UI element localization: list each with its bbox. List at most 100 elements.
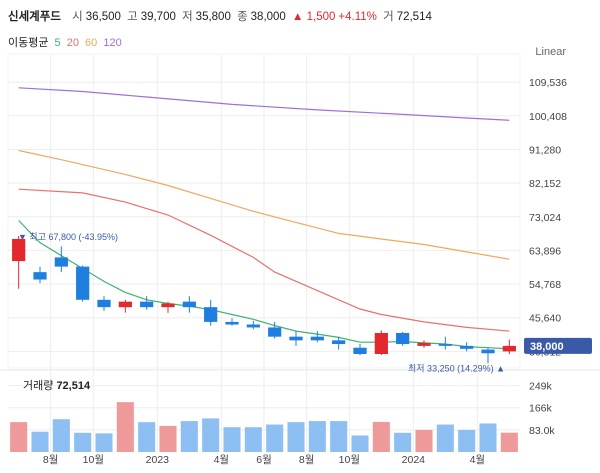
candle <box>161 301 175 313</box>
candle <box>182 296 196 313</box>
x-tick-label: 4월 <box>470 454 486 466</box>
y-tick-label: 109,536 <box>529 77 567 89</box>
candle <box>204 299 218 326</box>
y-tick-label: 54,768 <box>529 279 561 291</box>
volume-bar <box>500 432 518 452</box>
volume-panel-title: 거래량 72,514 <box>23 377 90 393</box>
candle-body <box>481 349 495 354</box>
current-price-badge <box>524 337 592 354</box>
candle-body <box>225 321 239 325</box>
low-value: 35,800 <box>195 11 231 23</box>
candle-body <box>204 307 218 322</box>
volume-bar <box>244 427 262 452</box>
volume-bar <box>180 421 198 452</box>
volume-value: 72,514 <box>396 11 432 23</box>
close-value: 38,000 <box>250 11 286 23</box>
candle-body <box>97 299 111 308</box>
candle-body <box>161 303 175 308</box>
candle <box>396 331 410 346</box>
candle-body <box>460 345 474 349</box>
candle <box>310 331 324 343</box>
candle <box>374 330 388 356</box>
candle <box>481 347 495 364</box>
candle <box>33 266 47 284</box>
x-tick-label: 10월 <box>83 454 104 466</box>
current-price-badge-bg <box>524 337 592 354</box>
volume-bar <box>415 429 433 452</box>
stock-header: 신세계푸드 시 36,500 고 39,700 저 35,800 종 38,000 ▲ … <box>8 8 435 26</box>
high-label: 고 <box>127 11 138 23</box>
ma-legend-120: 120 <box>103 37 122 49</box>
volume-panel-label: 거래량 <box>23 380 54 392</box>
volume-bar <box>159 425 177 452</box>
x-tick-label: 6월 <box>256 454 272 466</box>
volume-bar <box>330 421 348 452</box>
candle-body <box>353 347 367 354</box>
candle-body <box>118 301 132 308</box>
y-tick-label: 45,640 <box>529 313 561 325</box>
low-annotation: 최저 33,250 (14.29%) ▲ <box>408 363 505 373</box>
candle <box>76 265 90 302</box>
candle-body <box>268 327 282 337</box>
x-tick-label: 2023 <box>146 454 170 466</box>
volume-panel-current: 72,514 <box>56 380 91 392</box>
candle <box>417 340 431 348</box>
change-percent: +4.11% <box>338 11 377 23</box>
low-label: 저 <box>182 11 193 23</box>
candle-body <box>502 345 516 352</box>
x-tick-label: 10월 <box>339 454 360 466</box>
candle <box>54 246 68 273</box>
volume-bar <box>394 432 412 452</box>
y-tick-label: 91,280 <box>529 144 561 156</box>
y-tick-label: 63,896 <box>529 245 561 257</box>
volume-bar <box>10 422 28 452</box>
candle <box>246 320 260 330</box>
candle-body <box>374 332 388 354</box>
close-label: 종 <box>237 11 248 23</box>
volume-tick-label: 83.0k <box>529 425 555 437</box>
scale-mode-toggle[interactable]: Linear <box>535 46 566 58</box>
candle-body <box>12 238 26 262</box>
ma-legend-60: 60 <box>85 37 98 49</box>
candle-body <box>76 266 90 300</box>
candle-body <box>182 301 196 308</box>
candle <box>225 318 239 326</box>
volume-bar <box>31 431 49 452</box>
volume-tick-label: 249k <box>529 381 553 393</box>
ma-legend-20: 20 <box>66 37 79 49</box>
y-tick-label: 82,152 <box>529 178 561 190</box>
candle <box>502 339 516 354</box>
volume-bar <box>436 424 454 452</box>
current-price-value: 38,000 <box>530 341 564 353</box>
x-tick-label: 4월 <box>214 454 230 466</box>
candle <box>268 321 282 339</box>
candle <box>438 336 452 350</box>
volume-bar <box>95 433 113 452</box>
candle <box>12 236 26 289</box>
ma-legend-5: 5 <box>54 37 61 49</box>
high-value: 39,700 <box>140 11 176 23</box>
volume-bar <box>223 427 241 452</box>
candle-body <box>246 324 260 328</box>
candle <box>353 344 367 356</box>
ma-line-ma60 <box>18 149 510 260</box>
candle-body <box>417 342 431 346</box>
candle-body <box>33 272 47 280</box>
candle-body <box>54 257 68 267</box>
candle <box>118 299 132 313</box>
candle-body <box>310 336 324 341</box>
y-tick-label: 100,408 <box>529 111 567 123</box>
candle <box>140 296 154 310</box>
y-tick-label: 73,024 <box>529 212 561 224</box>
candle-body <box>140 301 154 308</box>
moving-average-legend[interactable]: 이동평균 5 20 60 120 <box>8 34 125 50</box>
volume-bar <box>52 419 70 452</box>
ma-legend-label: 이동평균 <box>8 37 49 49</box>
stock-name: 신세계푸드 <box>8 11 61 23</box>
volume-bar <box>266 424 284 452</box>
candle-body <box>396 332 410 345</box>
candle-body <box>332 340 346 345</box>
volume-bar <box>287 422 305 452</box>
candle <box>460 342 474 352</box>
